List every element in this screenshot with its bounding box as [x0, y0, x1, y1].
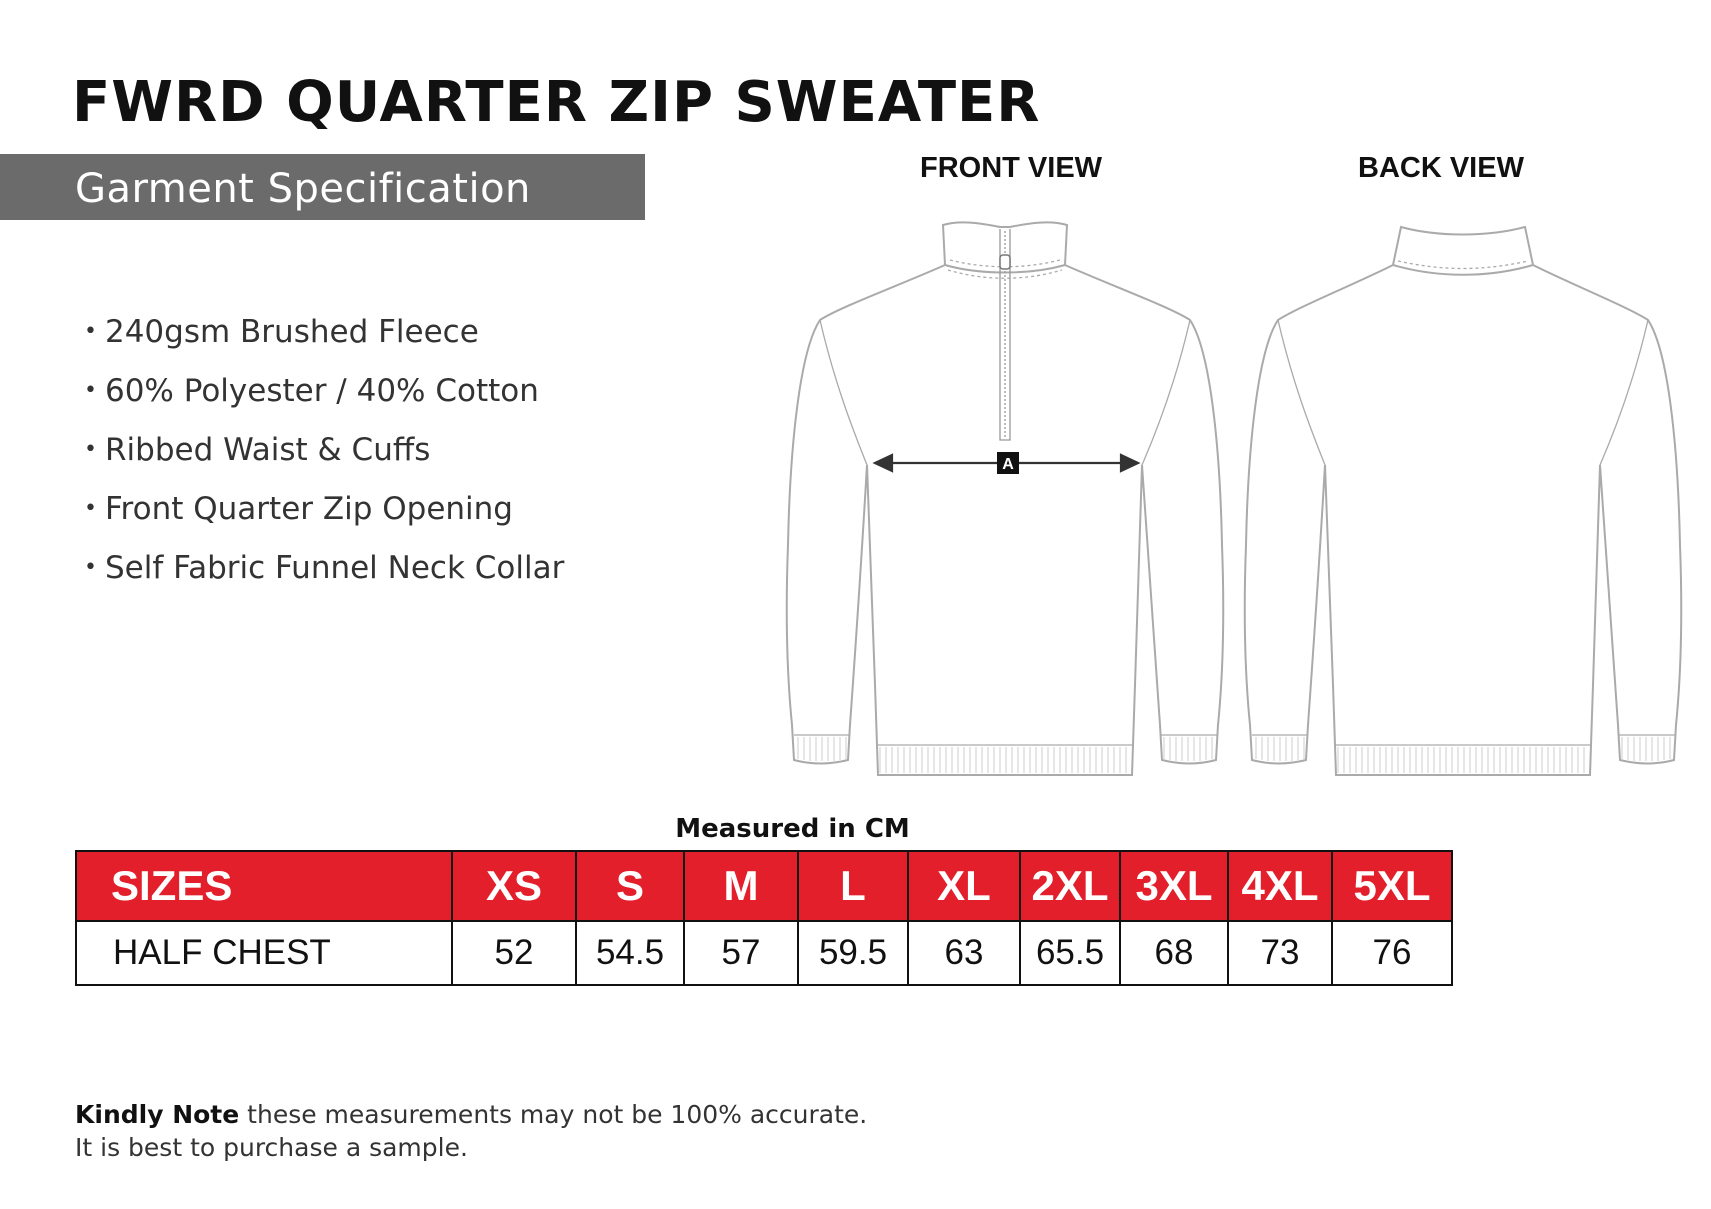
- bullet: •: [84, 319, 97, 344]
- note-bold-label: Kindly Note: [75, 1100, 240, 1129]
- measurement-cell: 59.5: [797, 920, 909, 986]
- measured-in-cm-label: Measured in CM: [675, 814, 910, 844]
- measurement-cell: 63: [907, 920, 1021, 986]
- feature-item: • 240gsm Brushed Fleece: [84, 312, 564, 371]
- size-header-cell: M: [683, 850, 799, 922]
- bullet: •: [84, 555, 97, 580]
- note-line-2: It is best to purchase a sample.: [75, 1133, 468, 1162]
- feature-text: Ribbed Waist & Cuffs: [104, 432, 431, 468]
- size-header-cell: XS: [451, 850, 577, 922]
- size-header-cell: 5XL: [1331, 850, 1453, 922]
- front-view-sweater-illustration: A: [785, 221, 1225, 776]
- size-header-cell: 3XL: [1119, 850, 1229, 922]
- bullet: •: [84, 437, 97, 462]
- feature-text: Front Quarter Zip Opening: [104, 491, 513, 527]
- feature-text: 240gsm Brushed Fleece: [104, 314, 479, 350]
- feature-item: • 60% Polyester / 40% Cotton: [84, 371, 564, 430]
- feature-item: • Front Quarter Zip Opening: [84, 489, 564, 548]
- disclaimer-note: Kindly Note these measurements may not b…: [75, 1098, 867, 1164]
- front-view-label: FRONT VIEW: [920, 152, 1103, 184]
- bullet: •: [84, 496, 97, 521]
- note-line-1: Kindly Note these measurements may not b…: [75, 1098, 867, 1131]
- measurement-cell: 76: [1331, 920, 1453, 986]
- measurement-marker: [997, 452, 1019, 474]
- back-view-label: BACK VIEW: [1358, 152, 1524, 184]
- feature-list: • 240gsm Brushed Fleece • 60% Polyester / …: [84, 312, 564, 607]
- half-chest-label: HALF CHEST: [75, 920, 453, 986]
- size-header-cell: L: [797, 850, 909, 922]
- measurement-marker-label: A: [1002, 456, 1014, 473]
- page-title: FWRD QUARTER ZIP SWEATER: [72, 70, 1041, 135]
- feature-item: • Self Fabric Funnel Neck Collar: [84, 548, 564, 607]
- measurement-cell: 54.5: [575, 920, 685, 986]
- half-chest-row: HALF CHEST 52 54.5 57 59.5 63 65.5 68 73…: [75, 920, 1453, 986]
- bullet: •: [84, 378, 97, 403]
- measurement-cell: 68: [1119, 920, 1229, 986]
- back-view-sweater-illustration: [1243, 225, 1683, 776]
- feature-item: • Ribbed Waist & Cuffs: [84, 430, 564, 489]
- note-line-1-text: these measurements may not be 100% accur…: [239, 1100, 868, 1129]
- size-chart-table: SIZES XS S M L XL 2XL 3XL 4XL 5XL HALF C…: [75, 850, 1453, 986]
- measurement-cell: 73: [1227, 920, 1333, 986]
- measurement-cell: 52: [451, 920, 577, 986]
- size-header-cell: 2XL: [1019, 850, 1121, 922]
- garment-specification-band: Garment Specification: [0, 154, 645, 220]
- size-header-cell: XL: [907, 850, 1021, 922]
- size-header-cell: S: [575, 850, 685, 922]
- measurement-cell: 65.5: [1019, 920, 1121, 986]
- garment-specification-label: Garment Specification: [75, 166, 531, 212]
- size-header-cell: 4XL: [1227, 850, 1333, 922]
- feature-text: Self Fabric Funnel Neck Collar: [104, 550, 565, 586]
- size-header-row: SIZES XS S M L XL 2XL 3XL 4XL 5XL: [75, 850, 1453, 922]
- measurement-cell: 57: [683, 920, 799, 986]
- sizes-header-label: SIZES: [75, 850, 453, 922]
- feature-text: 60% Polyester / 40% Cotton: [104, 373, 539, 409]
